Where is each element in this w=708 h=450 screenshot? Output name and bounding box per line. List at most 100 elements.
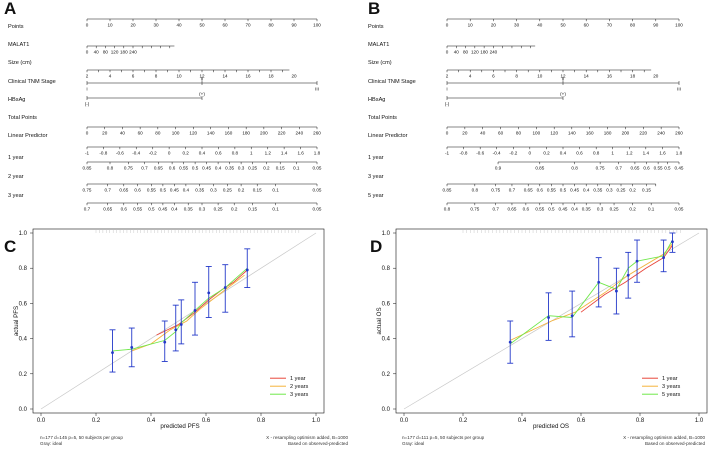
row-tick-label: 18 — [630, 74, 636, 79]
row-tick-label: 100 — [675, 23, 683, 28]
row-tick-label: 0.4 — [183, 188, 190, 193]
row-tick-label: 1.6 — [297, 151, 304, 156]
row-tick-label: 240 — [490, 50, 498, 55]
row-tick-label: 0.4 — [583, 188, 590, 193]
row-label: HBsAg — [368, 97, 385, 103]
row-tick-label: 30 — [153, 23, 159, 28]
data-point — [163, 340, 167, 344]
row-tick-label: 0.8 — [107, 166, 114, 171]
row-tick-label: 180 — [604, 131, 612, 136]
row-tick-label: 0.05 — [313, 207, 322, 212]
row-label: Size (cm) — [8, 60, 32, 66]
row-tick-label: 0.25 — [610, 207, 619, 212]
footer-note: X - resampling optimism added, B=1000 — [623, 435, 705, 440]
row-tick-label: 100 — [313, 23, 321, 28]
row-tick-label: 10 — [537, 74, 543, 79]
row-tick-label: 0.45 — [202, 166, 211, 171]
row-tick-label: 10 — [107, 23, 113, 28]
row-tick-label: 0 — [86, 50, 89, 55]
row-tick-label: 240 — [295, 131, 303, 136]
row-tick-label: 200 — [260, 131, 268, 136]
data-point — [615, 289, 618, 293]
ideal-line — [40, 232, 317, 410]
row-tick-label: 0.45 — [170, 188, 179, 193]
row-tick-label: 120 — [550, 131, 558, 136]
row-tick-label: 180 — [480, 50, 488, 55]
y-tick-label: 0.8 — [382, 266, 391, 272]
row-tick-label: 0.1 — [272, 188, 279, 193]
row-tick-label: 0.2 — [263, 166, 270, 171]
row-tick-label: 180 — [242, 131, 250, 136]
row-tick-label: 0.6 — [537, 188, 544, 193]
x-tick-label: 0.8 — [636, 418, 645, 424]
row-tick-label: 0.55 — [654, 166, 663, 171]
row-tick-label: 0.8 — [571, 166, 578, 171]
row-label: Clinical TNM Stage — [368, 79, 416, 85]
row-tick-label: 200 — [622, 131, 630, 136]
row-tick-label: 4 — [469, 74, 472, 79]
row-tick-label: 0.2 — [238, 188, 245, 193]
row-label: 1 year — [368, 155, 384, 161]
row-tick-label: 0.25 — [617, 188, 626, 193]
data-point — [662, 256, 665, 260]
row-tick-label: 260 — [675, 131, 683, 136]
row-tick-label: 120 — [471, 50, 479, 55]
row-label: Clinical TNM Stage — [8, 79, 56, 85]
x-tick-label: 0.6 — [577, 418, 586, 424]
row-tick-label: 0.75 — [596, 166, 605, 171]
row-tick-label: -0.4 — [493, 151, 501, 156]
row-category-label: (+) — [199, 92, 205, 97]
row-tick-label: 16 — [245, 74, 251, 79]
x-axis-label: predicted PFS — [160, 423, 199, 430]
row-category-label: I — [86, 87, 87, 92]
row-tick-label: 0.5 — [560, 188, 567, 193]
data-point — [635, 259, 639, 263]
row-tick-label: 240 — [657, 131, 665, 136]
row-tick-label: 180 — [120, 50, 128, 55]
row-tick-label: 0.2 — [231, 207, 238, 212]
row-tick-label: 40 — [120, 131, 126, 136]
row-category-label: II — [562, 77, 565, 82]
row-tick-label: 0.8 — [444, 207, 451, 212]
row-tick-label: 12 — [560, 74, 566, 79]
row-tick-label: -1 — [85, 151, 90, 156]
row-tick-label: 0.7 — [509, 188, 516, 193]
row-tick-label: 1.4 — [643, 151, 650, 156]
row-tick-label: 0.65 — [154, 166, 163, 171]
row-tick-label: 40 — [94, 50, 100, 55]
legend-label: 2 years — [290, 384, 309, 390]
legend-label: 1 year — [662, 376, 678, 382]
row-label: 3 year — [8, 193, 24, 199]
row-tick-label: 50 — [199, 23, 205, 28]
data-point — [245, 268, 249, 272]
row-tick-label: 0 — [446, 131, 449, 136]
row-tick-label: 0.45 — [570, 188, 579, 193]
row-tick-label: 1.2 — [626, 151, 633, 156]
panel-label: C — [4, 237, 16, 256]
row-tick-label: 0.65 — [103, 207, 112, 212]
row-tick-label: 0.2 — [629, 207, 636, 212]
row-tick-label: 20 — [653, 74, 659, 79]
data-point — [130, 346, 134, 349]
y-tick-label: 0.6 — [382, 301, 391, 307]
row-tick-label: 6 — [132, 74, 135, 79]
row-tick-label: 0.5 — [548, 207, 555, 212]
row-tick-label: 0.6 — [523, 207, 530, 212]
row-tick-label: 0.55 — [133, 207, 142, 212]
row-tick-label: 0.2 — [629, 188, 636, 193]
row-tick-label: 0.75 — [124, 166, 133, 171]
y-tick-label: 0.0 — [382, 407, 391, 413]
row-tick-label: 0.55 — [535, 207, 544, 212]
row-tick-label: 0.25 — [223, 188, 232, 193]
row-tick-label: 0.35 — [225, 166, 234, 171]
row-tick-label: 14 — [584, 74, 590, 79]
series-line — [131, 274, 245, 352]
row-label: HBsAg — [8, 97, 25, 103]
row-tick-label: 0.3 — [210, 188, 217, 193]
y-tick-label: 1.0 — [382, 231, 391, 237]
row-tick-label: 10 — [468, 23, 474, 28]
row-tick-label: 0.75 — [83, 188, 92, 193]
row-tick-label: 0 — [446, 23, 449, 28]
row-tick-label: 30 — [514, 23, 520, 28]
